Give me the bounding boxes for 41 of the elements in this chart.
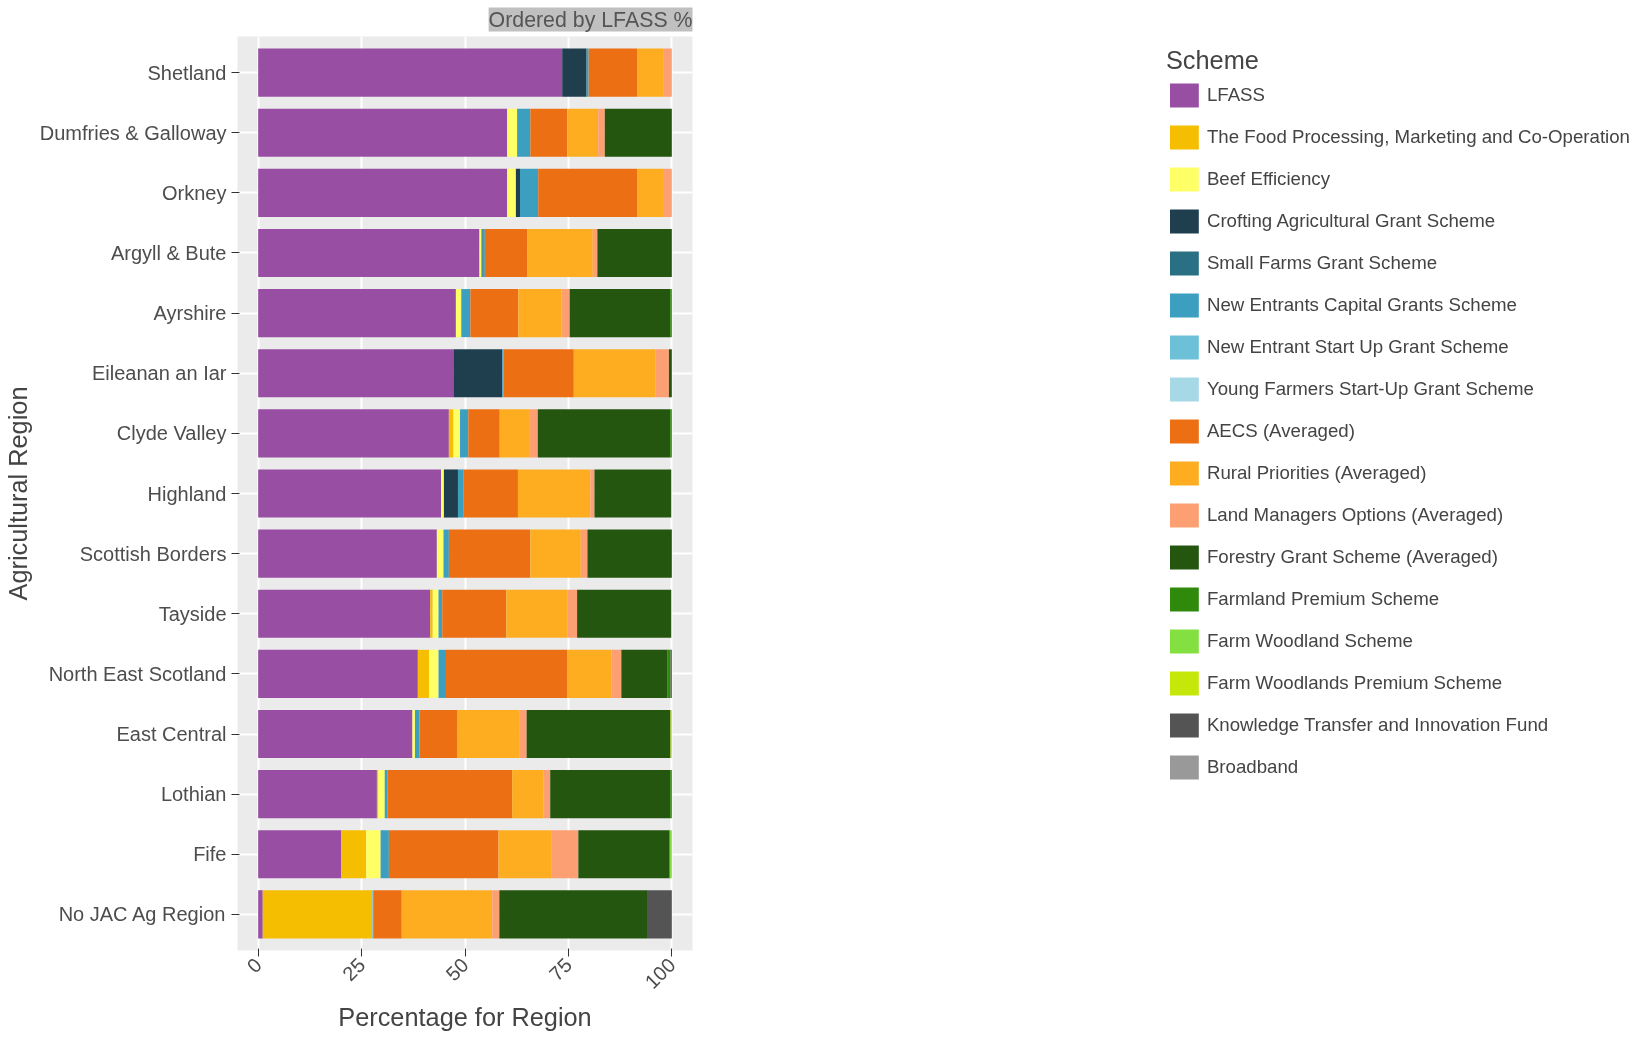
- y-tick-label: Clyde Valley: [116, 422, 227, 445]
- legend-label: Farm Woodland Scheme: [1206, 629, 1413, 653]
- legend-label: Beef Efficiency: [1206, 167, 1330, 191]
- x-tick-label: 0: [242, 953, 266, 978]
- y-tick-label: Lothian: [160, 783, 227, 806]
- y-tick-label: Tayside: [158, 602, 227, 625]
- y-tick-label: Orkney: [162, 181, 227, 204]
- legend-label: Small Farms Grant Scheme: [1206, 251, 1438, 275]
- y-tick-label: Highland: [147, 482, 227, 505]
- y-tick-label: Scottish Borders: [79, 542, 227, 565]
- legend-label: New Entrants Capital Grants Scheme: [1206, 293, 1517, 317]
- y-tick-label: Argyll & Bute: [110, 241, 227, 264]
- y-tick-label: Ayrshire: [153, 302, 227, 325]
- y-tick-label: Dumfries & Galloway: [39, 121, 227, 144]
- legend-label: Crofting Agricultural Grant Scheme: [1206, 209, 1496, 233]
- y-tick-label: East Central: [116, 723, 227, 746]
- text: Ordered by LFASS %: [488, 7, 693, 32]
- y-tick-label: Shetland: [147, 61, 227, 84]
- y-tick-label: Fife: [193, 843, 227, 866]
- legend-label: Forestry Grant Scheme (Averaged): [1206, 545, 1498, 569]
- legend-label: Farmland Premium Scheme: [1206, 587, 1440, 611]
- legend-label: Broadband: [1206, 755, 1299, 779]
- y-tick-label: Eileanan an Iar: [91, 362, 227, 385]
- y-axis-title: Agricultural Region: [3, 386, 32, 601]
- legend-label: Land Managers Options (Averaged): [1206, 503, 1504, 527]
- legend-label: AECS (Averaged): [1206, 419, 1355, 443]
- x-axis-title: Percentage for Region: [338, 1002, 592, 1031]
- legend-title: Scheme: [1165, 46, 1260, 75]
- y-tick-label: North East Scotland: [48, 662, 227, 685]
- x-tick-label: 75: [544, 953, 577, 986]
- legend-label: New Entrant Start Up Grant Scheme: [1206, 335, 1509, 359]
- legend-label: Farm Woodlands Premium Scheme: [1206, 671, 1503, 695]
- legend-label: Knowledge Transfer and Innovation Fund: [1206, 713, 1549, 737]
- x-tick-label: 50: [441, 953, 473, 986]
- x-tick-label: 25: [338, 953, 370, 986]
- y-tick-label: No JAC Ag Region: [58, 903, 226, 926]
- legend-label: Rural Priorities (Averaged): [1206, 461, 1427, 485]
- legend-label: LFASS: [1206, 83, 1265, 107]
- legend-label: Young Farmers Start-Up Grant Scheme: [1206, 377, 1534, 401]
- x-tick-label: 100: [640, 953, 680, 993]
- legend-label: The Food Processing, Marketing and Co-Operation: [1206, 125, 1630, 149]
